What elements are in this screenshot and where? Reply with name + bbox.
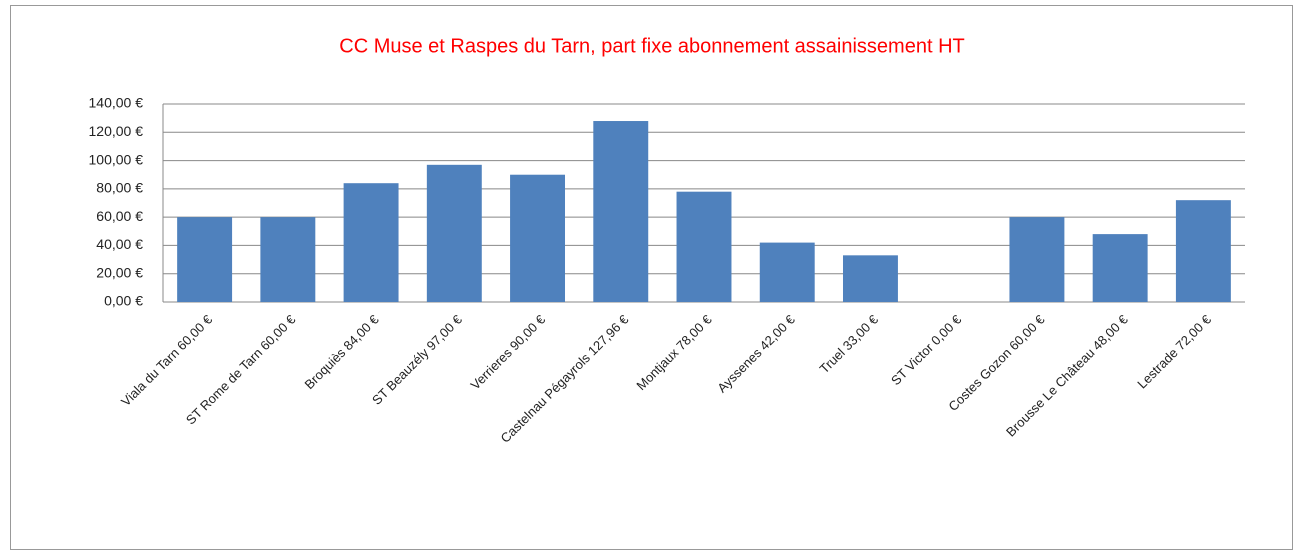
- y-tick-label: 140,00 €: [89, 95, 144, 111]
- bar: [177, 217, 233, 302]
- bar: [842, 255, 898, 302]
- bar: [1009, 217, 1065, 302]
- y-tick-label: 40,00 €: [96, 236, 143, 252]
- bar: [1175, 200, 1231, 302]
- bar: [759, 242, 815, 302]
- bar: [260, 217, 316, 302]
- bar: [510, 174, 566, 302]
- y-tick-label: 100,00 €: [89, 151, 144, 167]
- bar: [343, 183, 399, 302]
- y-tick-label: 60,00 €: [96, 208, 143, 224]
- bar: [426, 164, 482, 302]
- chart-title: CC Muse et Raspes du Tarn, part fixe abo…: [339, 35, 965, 57]
- y-tick-label: 20,00 €: [96, 264, 143, 280]
- bar: [1092, 234, 1148, 302]
- bar: [593, 121, 649, 302]
- y-tick-label: 0,00 €: [104, 293, 143, 309]
- y-tick-label: 120,00 €: [89, 123, 144, 139]
- bar: [676, 191, 732, 302]
- y-tick-label: 80,00 €: [96, 180, 143, 196]
